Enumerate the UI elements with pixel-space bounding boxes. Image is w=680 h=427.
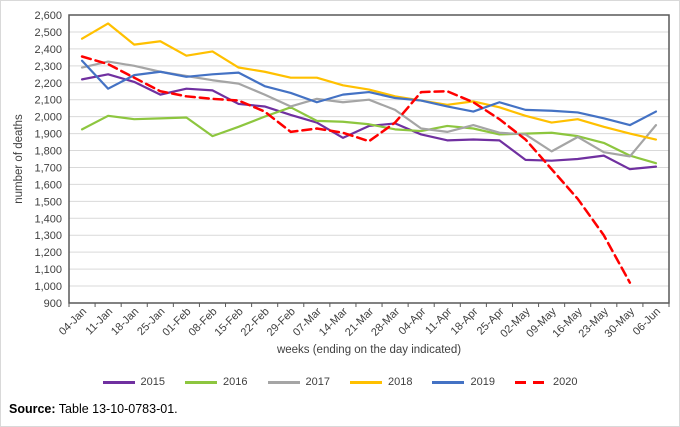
x-tick-label: 18-Jan — [109, 306, 141, 338]
legend-item-2018: 2018 — [350, 375, 413, 388]
y-tick-label: 1,200 — [34, 247, 62, 259]
x-tick-label: 18-Apr — [449, 305, 481, 337]
series-line-2016 — [80, 106, 658, 165]
y-tick-label: 1,100 — [34, 264, 62, 276]
y-tick-label: 1,800 — [34, 146, 62, 158]
legend-swatch-2019 — [432, 380, 465, 384]
source-note: Source: Table 13-10-0783-01. — [9, 402, 679, 416]
legend-item-2020: 2020 — [514, 375, 578, 388]
gridlines — [69, 14, 669, 287]
y-tick-label: 2,500 — [34, 27, 62, 39]
legend-item-2019: 2019 — [432, 375, 495, 388]
legend-label-2015: 2015 — [140, 375, 166, 388]
x-tick-label: 28-Mar — [369, 305, 402, 338]
y-tick-label: 2,300 — [34, 61, 62, 73]
series-line-2015 — [80, 73, 658, 171]
legend-swatch-2016 — [185, 380, 218, 384]
y-tick-label: 900 — [44, 298, 62, 310]
series-line-2020 — [80, 55, 632, 284]
legend-label-2019: 2019 — [470, 375, 495, 388]
y-tick-label: 2,100 — [34, 95, 62, 107]
y-tick-label: 1,000 — [34, 281, 62, 293]
line-chart: 900 1,000 1,100 1,200 1,300 1,400 1,500 1,600 1,… — [13, 10, 670, 356]
legend-swatch-2018 — [350, 380, 382, 384]
y-axis-title: number of deaths — [13, 114, 25, 204]
y-tick-label: 2,200 — [34, 78, 62, 90]
y-tick-label: 1,300 — [34, 230, 62, 242]
legend-label-2016: 2016 — [223, 375, 248, 388]
x-axis-title: weeks (ending on the day indicated) — [276, 344, 461, 356]
x-tick-label: 04-Jan — [57, 306, 89, 338]
series-lines — [80, 22, 658, 284]
y-tick-label: 1,600 — [34, 179, 62, 191]
x-tick-label: 30-May — [603, 305, 638, 340]
legend-label-2018: 2018 — [388, 375, 413, 388]
series-line-2017 — [80, 60, 658, 158]
x-tick-label: 01-Feb — [160, 306, 193, 339]
source-text: Table 13-10-0783-01. — [55, 402, 178, 416]
x-tick-label: 15-Feb — [213, 306, 246, 339]
legend-item-2015: 2015 — [102, 375, 166, 388]
y-tick-label: 1,900 — [34, 129, 62, 141]
x-tick-marks — [68, 303, 670, 307]
x-tick-label: 11-Apr — [423, 305, 454, 336]
x-tick-label: 22-Feb — [239, 306, 272, 339]
y-tick-label: 1,500 — [34, 196, 62, 208]
y-tick-label: 1,700 — [34, 162, 62, 174]
x-tick-label: 11-Jan — [84, 306, 116, 338]
plot-border-rect — [68, 14, 670, 304]
y-tick-label: 2,400 — [34, 44, 62, 56]
legend-label-2020: 2020 — [552, 375, 578, 388]
series-line-2019 — [80, 59, 658, 127]
series-line-2018 — [80, 22, 658, 141]
y-tick-label: 2,000 — [34, 112, 62, 124]
legend-swatch-2020 — [514, 380, 547, 384]
y-tick-label: 2,600 — [34, 10, 62, 22]
legend-label-2017: 2017 — [305, 375, 330, 388]
plot-border — [68, 14, 670, 304]
legend-swatch-2015 — [102, 380, 135, 384]
source-label: Source: — [9, 402, 56, 416]
legend-item-2017: 2017 — [267, 375, 330, 388]
x-tick-label: 29-Feb — [265, 306, 298, 339]
x-tick-labels: 04-Jan11-Jan18-Jan25-Jan01-Feb08-Feb15-F… — [57, 305, 663, 340]
x-tick-label: 04-Apr — [396, 305, 428, 337]
x-tick-label: 06-Jun — [631, 306, 663, 338]
legend-swatch-2017 — [267, 380, 300, 384]
legend: 2015 2016 2017 2018 2019 2020 — [1, 374, 679, 390]
x-tick-label: 08-Feb — [186, 306, 219, 339]
y-tick-labels: 900 1,000 1,100 1,200 1,300 1,400 1,500 1,600 1,… — [34, 10, 62, 310]
legend-item-2016: 2016 — [185, 375, 248, 388]
y-tick-label: 1,400 — [34, 213, 62, 225]
